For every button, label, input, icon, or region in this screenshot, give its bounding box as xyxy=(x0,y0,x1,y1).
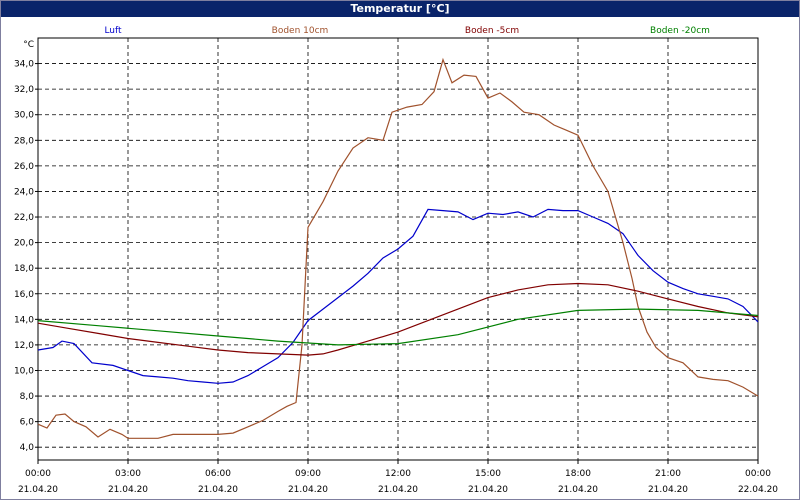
x-tick-date: 21.04.20 xyxy=(468,485,508,495)
x-tick-time: 09:00 xyxy=(295,469,321,479)
y-tick-label: 22,0 xyxy=(14,213,34,223)
legend-entry: Luft xyxy=(104,26,122,36)
legend-entry: Boden -20cm xyxy=(650,26,710,36)
y-tick-label: 20,0 xyxy=(14,239,34,249)
x-tick-date: 21.04.20 xyxy=(108,485,148,495)
y-tick-label: 6,0 xyxy=(20,418,35,428)
x-tick-date: 21.04.20 xyxy=(648,485,688,495)
series-line-boden-5cm xyxy=(37,282,759,356)
y-tick-label: 24,0 xyxy=(14,187,34,197)
x-tick-time: 15:00 xyxy=(475,469,501,479)
legend-entry: Boden -5cm xyxy=(465,26,519,36)
y-tick-label: 10,0 xyxy=(14,366,34,376)
y-tick-label: 30,0 xyxy=(14,111,34,121)
series-line-boden-20cm xyxy=(37,308,759,346)
x-tick-date: 21.04.20 xyxy=(288,485,328,495)
x-tick-date: 21.04.20 xyxy=(378,485,418,495)
x-tick-date: 21.04.20 xyxy=(558,485,598,495)
x-tick-date: 21.04.20 xyxy=(18,485,58,495)
x-tick-time: 18:00 xyxy=(565,469,591,479)
y-tick-label: 12,0 xyxy=(14,341,34,351)
x-tick-date: 21.04.20 xyxy=(198,485,238,495)
y-tick-label: 34,0 xyxy=(14,60,34,70)
x-tick-time: 06:00 xyxy=(205,469,231,479)
x-tick-time: 03:00 xyxy=(115,469,141,479)
y-tick-label: 14,0 xyxy=(14,315,34,325)
y-tick-label: 18,0 xyxy=(14,264,34,274)
window-title: Temperatur [°C] xyxy=(1,1,799,17)
y-axis-label: °C xyxy=(23,40,34,50)
y-tick-label: 32,0 xyxy=(14,85,34,95)
x-tick-time: 21:00 xyxy=(655,469,681,479)
legend-entry: Boden 10cm xyxy=(272,26,329,36)
y-tick-label: 8,0 xyxy=(20,392,35,402)
y-tick-label: 26,0 xyxy=(14,162,34,172)
y-tick-label: 16,0 xyxy=(14,290,34,300)
x-tick-date: 22.04.20 xyxy=(738,485,778,495)
y-tick-label: 28,0 xyxy=(14,136,34,146)
x-tick-time: 00:00 xyxy=(745,469,771,479)
y-tick-label: 4,0 xyxy=(20,443,35,453)
x-tick-time: 00:00 xyxy=(25,469,51,479)
series-line-boden-10cm xyxy=(37,57,759,439)
series-line-luft xyxy=(37,208,759,384)
x-tick-time: 12:00 xyxy=(385,469,411,479)
